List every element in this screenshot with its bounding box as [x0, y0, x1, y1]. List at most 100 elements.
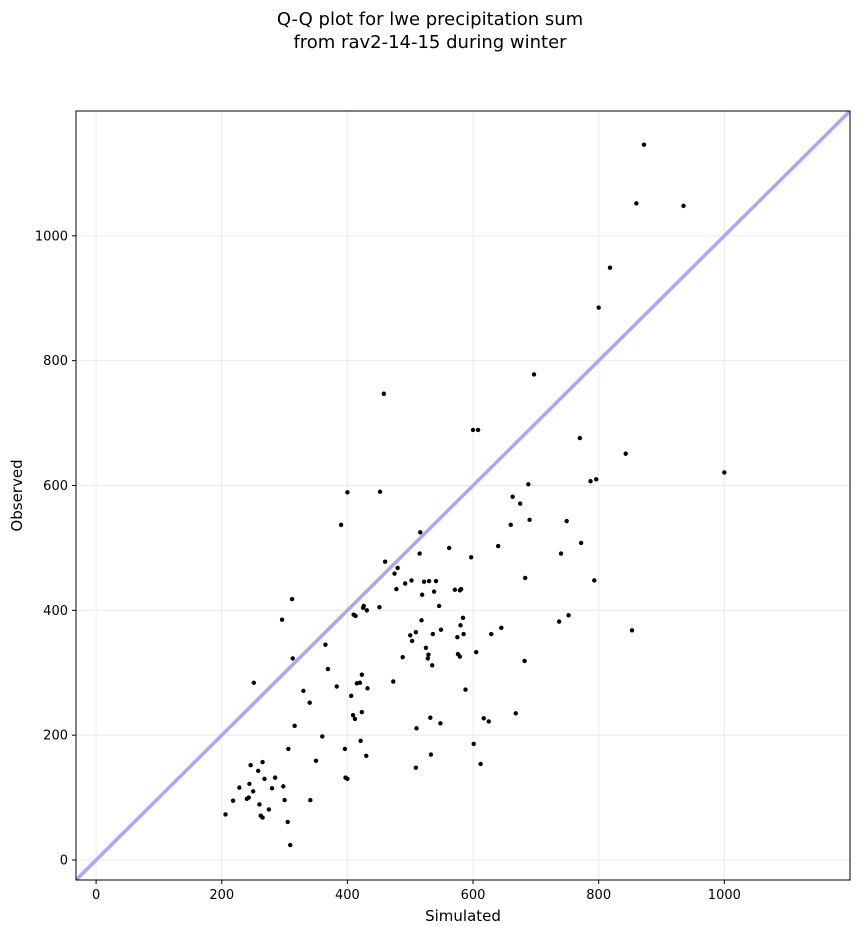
data-point [352, 716, 358, 722]
data-point [634, 201, 639, 206]
data-point [428, 752, 434, 757]
data-points [223, 142, 727, 848]
data-point [681, 203, 686, 209]
data-point [377, 605, 382, 610]
data-point [361, 603, 366, 609]
data-point [342, 746, 348, 752]
data-point [527, 517, 532, 523]
data-point [526, 482, 531, 487]
data-point [452, 587, 458, 592]
data-point [458, 586, 464, 592]
data-point [308, 797, 313, 803]
x-axis-label: Simulated [425, 907, 501, 925]
data-point [436, 603, 442, 609]
data-point [272, 775, 278, 780]
data-point [556, 619, 562, 624]
data-point [325, 666, 331, 672]
data-point [279, 617, 285, 622]
reference-line [76, 111, 850, 880]
data-point [359, 709, 365, 715]
data-point [419, 618, 424, 623]
data-point [566, 613, 571, 618]
data-point [522, 575, 528, 581]
data-point [489, 631, 494, 637]
data-point [260, 815, 265, 820]
axis-ticks: 0 200 400 600 800 1000 0 200 400 600 800 1000 [35, 229, 741, 903]
data-point [722, 470, 727, 475]
data-point [607, 265, 613, 270]
y-tick-label: 800 [43, 354, 68, 369]
data-point [230, 798, 236, 803]
data-point [395, 565, 400, 571]
data-point [421, 579, 427, 584]
x-tick-label: 600 [461, 888, 486, 903]
data-point [394, 586, 399, 592]
data-point [413, 629, 419, 635]
plot-frame [75, 110, 851, 881]
data-point [292, 723, 297, 729]
data-point [290, 656, 295, 661]
data-point [558, 551, 564, 556]
data-point [338, 522, 344, 528]
data-point [499, 625, 504, 631]
data-point [409, 578, 414, 583]
data-point [564, 518, 569, 524]
data-point [508, 522, 513, 528]
data-point [629, 628, 635, 633]
data-point [282, 797, 287, 803]
data-point [247, 781, 252, 787]
data-point [623, 451, 628, 456]
data-point [641, 142, 647, 147]
data-point [446, 545, 452, 551]
data-point [334, 684, 339, 689]
data-point [365, 686, 370, 691]
data-point [408, 633, 413, 638]
x-tick-label: 800 [586, 888, 611, 903]
data-point [357, 680, 363, 685]
chart-title-line-2: from rav2-14-15 during winter [293, 32, 567, 53]
data-point [478, 761, 483, 767]
y-tick-label: 400 [43, 604, 68, 619]
data-point [423, 645, 429, 651]
data-point [255, 768, 261, 773]
data-point [301, 688, 306, 694]
data-point [262, 776, 267, 782]
data-point [468, 555, 474, 560]
data-point [353, 613, 358, 619]
y-tick-label: 1000 [35, 229, 68, 244]
data-point [418, 530, 423, 535]
data-point [486, 719, 491, 724]
data-point [426, 652, 431, 657]
data-point [285, 819, 290, 825]
data-point [391, 679, 396, 684]
data-point [348, 693, 354, 699]
data-point [531, 372, 537, 377]
data-point [430, 631, 436, 637]
chart-title: Q-Q plot for lwe precipitation sum from … [0, 8, 860, 54]
data-point [438, 721, 443, 726]
data-point [438, 627, 444, 632]
data-point [409, 638, 415, 644]
data-point [251, 680, 256, 685]
data-point [364, 753, 369, 758]
data-point [345, 490, 350, 495]
data-point [288, 842, 293, 848]
data-point [458, 623, 463, 628]
data-point [392, 571, 397, 576]
x-tick-label: 200 [209, 888, 234, 903]
data-point [425, 656, 431, 661]
y-tick-label: 200 [43, 729, 68, 744]
data-point [250, 789, 256, 794]
data-point [364, 608, 370, 613]
data-point [433, 578, 439, 584]
data-point [419, 592, 425, 597]
data-point [345, 776, 350, 782]
data-point [257, 802, 262, 807]
y-tick-label: 600 [43, 479, 68, 494]
data-point [377, 489, 383, 494]
data-point [323, 642, 328, 647]
chart-title-line-1: Q-Q plot for lwe precipitation sum [276, 9, 584, 30]
data-point [513, 711, 518, 716]
data-point [463, 687, 468, 692]
